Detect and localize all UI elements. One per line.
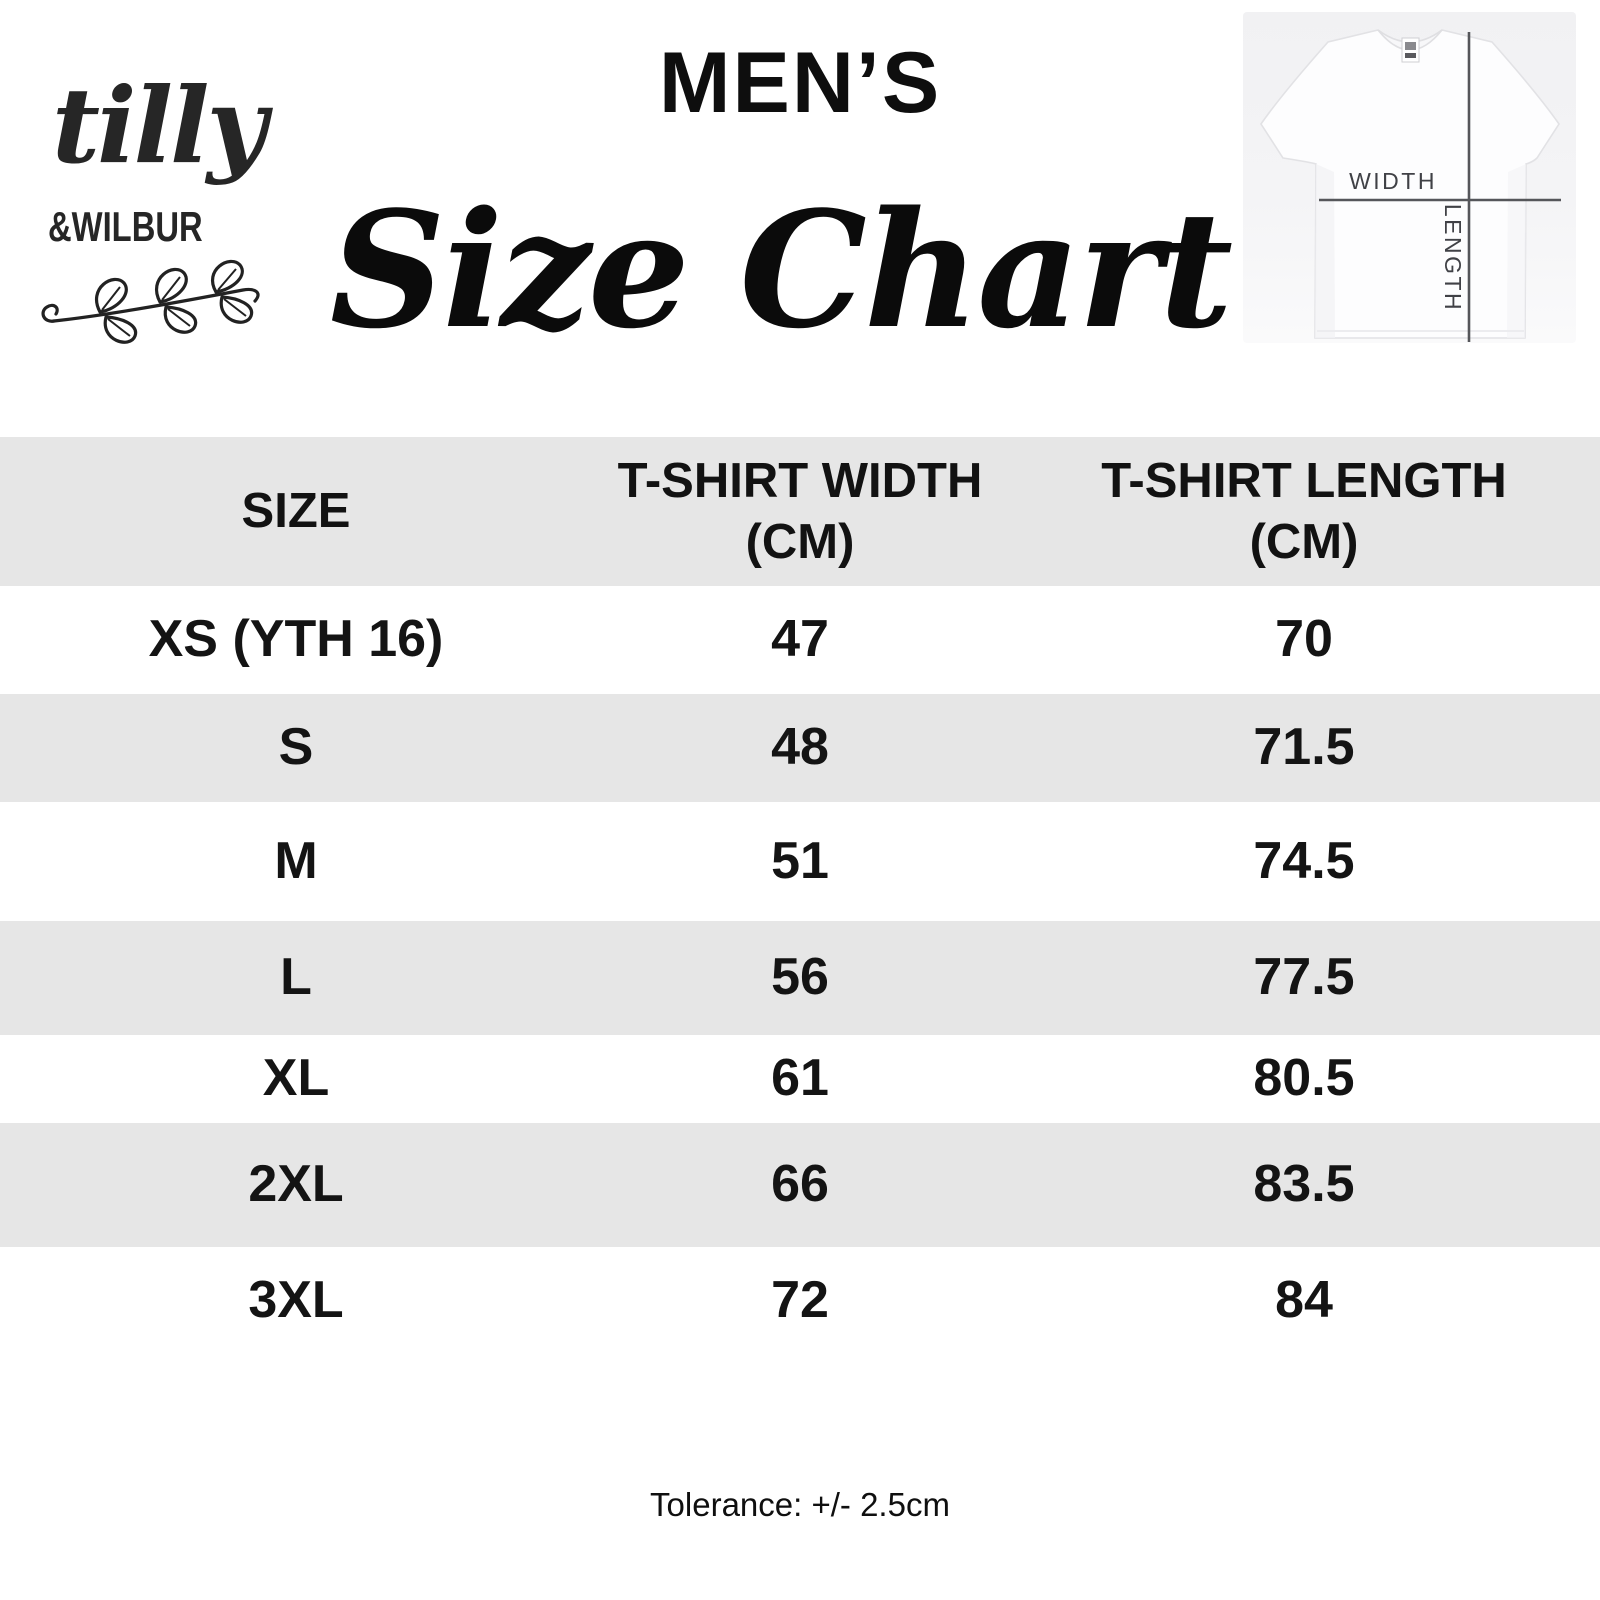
length-cell: 71.5 [1253, 718, 1355, 777]
width-label: WIDTH [1349, 168, 1437, 194]
width-cell: 56 [771, 948, 829, 1007]
width-cell: 51 [771, 831, 829, 890]
category-title: MEN’S [658, 35, 942, 131]
length-cell: 84 [1275, 1271, 1333, 1330]
size-cell: XL [262, 1049, 330, 1108]
tolerance-note: Tolerance: +/- 2.5cm [650, 1486, 950, 1523]
length-cell: 70 [1275, 610, 1333, 669]
length-cell: 83.5 [1253, 1155, 1355, 1214]
size-cell: 3XL [248, 1271, 344, 1330]
length-cell: 80.5 [1253, 1049, 1355, 1108]
table-row: M 51 74.5 [0, 802, 1600, 921]
brand-name-script: tilly [52, 64, 267, 187]
width-cell: 72 [771, 1271, 829, 1330]
size-cell: 2XL [248, 1155, 344, 1214]
brand-logo: tilly &WILBUR [40, 64, 290, 344]
table-row: 3XL 72 84 [0, 1247, 1600, 1355]
table-row: S 48 71.5 [0, 694, 1600, 802]
size-cell: XS (YTH 16) [148, 610, 444, 669]
size-cell: M [274, 831, 318, 890]
page-title: Size Chart [329, 176, 1233, 364]
neck-label-tag [1401, 37, 1420, 63]
length-cell: 77.5 [1253, 948, 1355, 1007]
brand-name-caps: &WILBUR [48, 203, 203, 250]
collar-shape [1377, 29, 1443, 51]
length-label: LENGTH [1440, 204, 1466, 312]
length-cell: 74.5 [1253, 831, 1355, 890]
width-cell: 48 [771, 718, 829, 777]
table-header-row: SIZE T-SHIRT WIDTH (CM) T-SHIRT LENGTH (… [0, 437, 1600, 586]
column-header-size: SIZE [241, 484, 351, 539]
column-header-length: T-SHIRT LENGTH (CM) [1101, 453, 1507, 569]
table-row: L 56 77.5 [0, 921, 1600, 1035]
table-row: XS (YTH 16) 47 70 [0, 586, 1600, 694]
laurel-branch-icon [41, 259, 260, 344]
width-cell: 47 [771, 610, 829, 669]
size-table: SIZE T-SHIRT WIDTH (CM) T-SHIRT LENGTH (… [0, 437, 1600, 1355]
width-cell: 66 [771, 1155, 829, 1214]
column-header-width: T-SHIRT WIDTH (CM) [617, 453, 983, 569]
width-cell: 61 [771, 1049, 829, 1108]
size-cell: S [278, 718, 314, 777]
table-row: 2XL 66 83.5 [0, 1123, 1600, 1247]
size-cell: L [280, 948, 312, 1007]
table-row: XL 61 80.5 [0, 1035, 1600, 1123]
tshirt-photo: WIDTH LENGTH [1243, 12, 1576, 343]
